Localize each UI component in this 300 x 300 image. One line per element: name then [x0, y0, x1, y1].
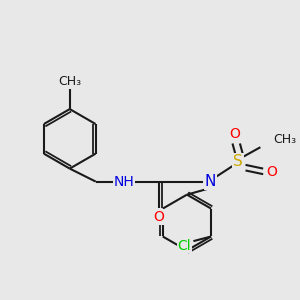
Text: NH: NH — [113, 175, 134, 189]
Text: Cl: Cl — [177, 239, 191, 253]
Text: N: N — [205, 174, 216, 189]
Text: O: O — [266, 165, 277, 179]
Text: CH₃: CH₃ — [273, 133, 296, 146]
Text: CH₃: CH₃ — [58, 75, 81, 88]
Text: S: S — [233, 154, 243, 169]
Text: O: O — [154, 210, 164, 224]
Text: O: O — [229, 127, 240, 141]
